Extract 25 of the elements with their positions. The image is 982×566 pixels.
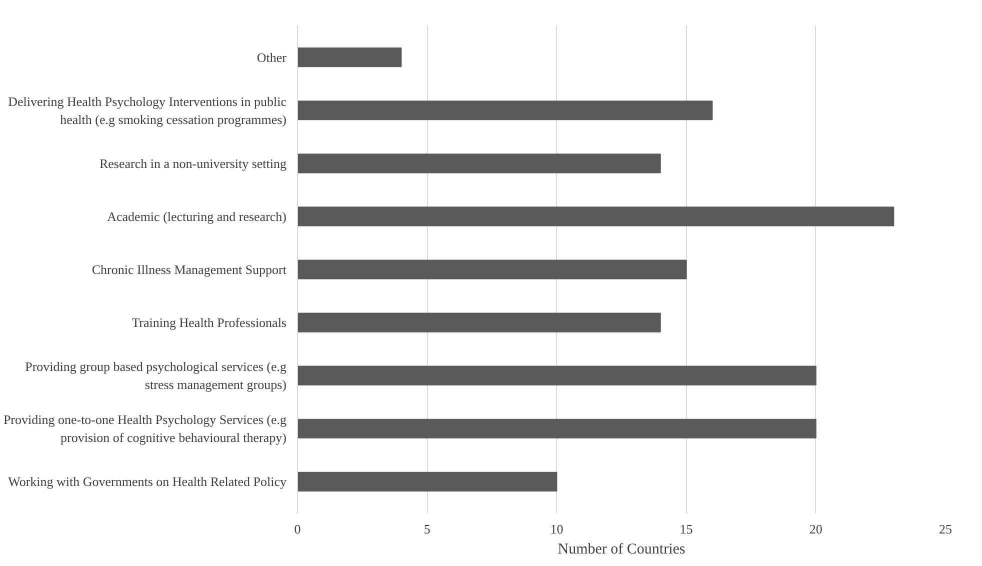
- y-tick-label: Chronic Illness Management Support: [92, 262, 287, 277]
- bar: [298, 472, 558, 492]
- bar: [298, 100, 713, 120]
- x-tick-label: 20: [809, 522, 822, 536]
- bar: [298, 48, 402, 68]
- y-tick-label: Training Health Professionals: [132, 315, 287, 330]
- x-tick-label: 25: [939, 522, 952, 536]
- y-tick-label: Delivering Health Psychology Interventions in public health (e.g smoking cessation programmes): [8, 94, 287, 127]
- bar: [298, 366, 816, 386]
- x-tick-label: 0: [294, 522, 301, 536]
- x-tick-label: 15: [680, 522, 693, 536]
- bar: [298, 418, 816, 438]
- x-tick-label: 10: [550, 522, 564, 536]
- y-tick-label: Providing group based psychological services (e.g stress management groups): [25, 359, 287, 392]
- y-tick-label: Providing one-to-one Health Psychology Services (e.g provision of cognitive behavioural therapy): [3, 412, 287, 446]
- bar: [298, 312, 661, 332]
- y-tick-label: Research in a non-university setting: [99, 156, 287, 171]
- y-tick-label: Academic (lecturing and research): [107, 208, 287, 224]
- bar: [298, 154, 661, 174]
- x-axis-title: Number of Countries: [558, 542, 686, 558]
- bar: [298, 206, 894, 226]
- bar: [298, 260, 687, 280]
- y-tick-label: Working with Governments on Health Related Policy: [8, 474, 287, 490]
- y-tick-label: Other: [256, 50, 288, 65]
- x-tick-label: 5: [424, 522, 430, 536]
